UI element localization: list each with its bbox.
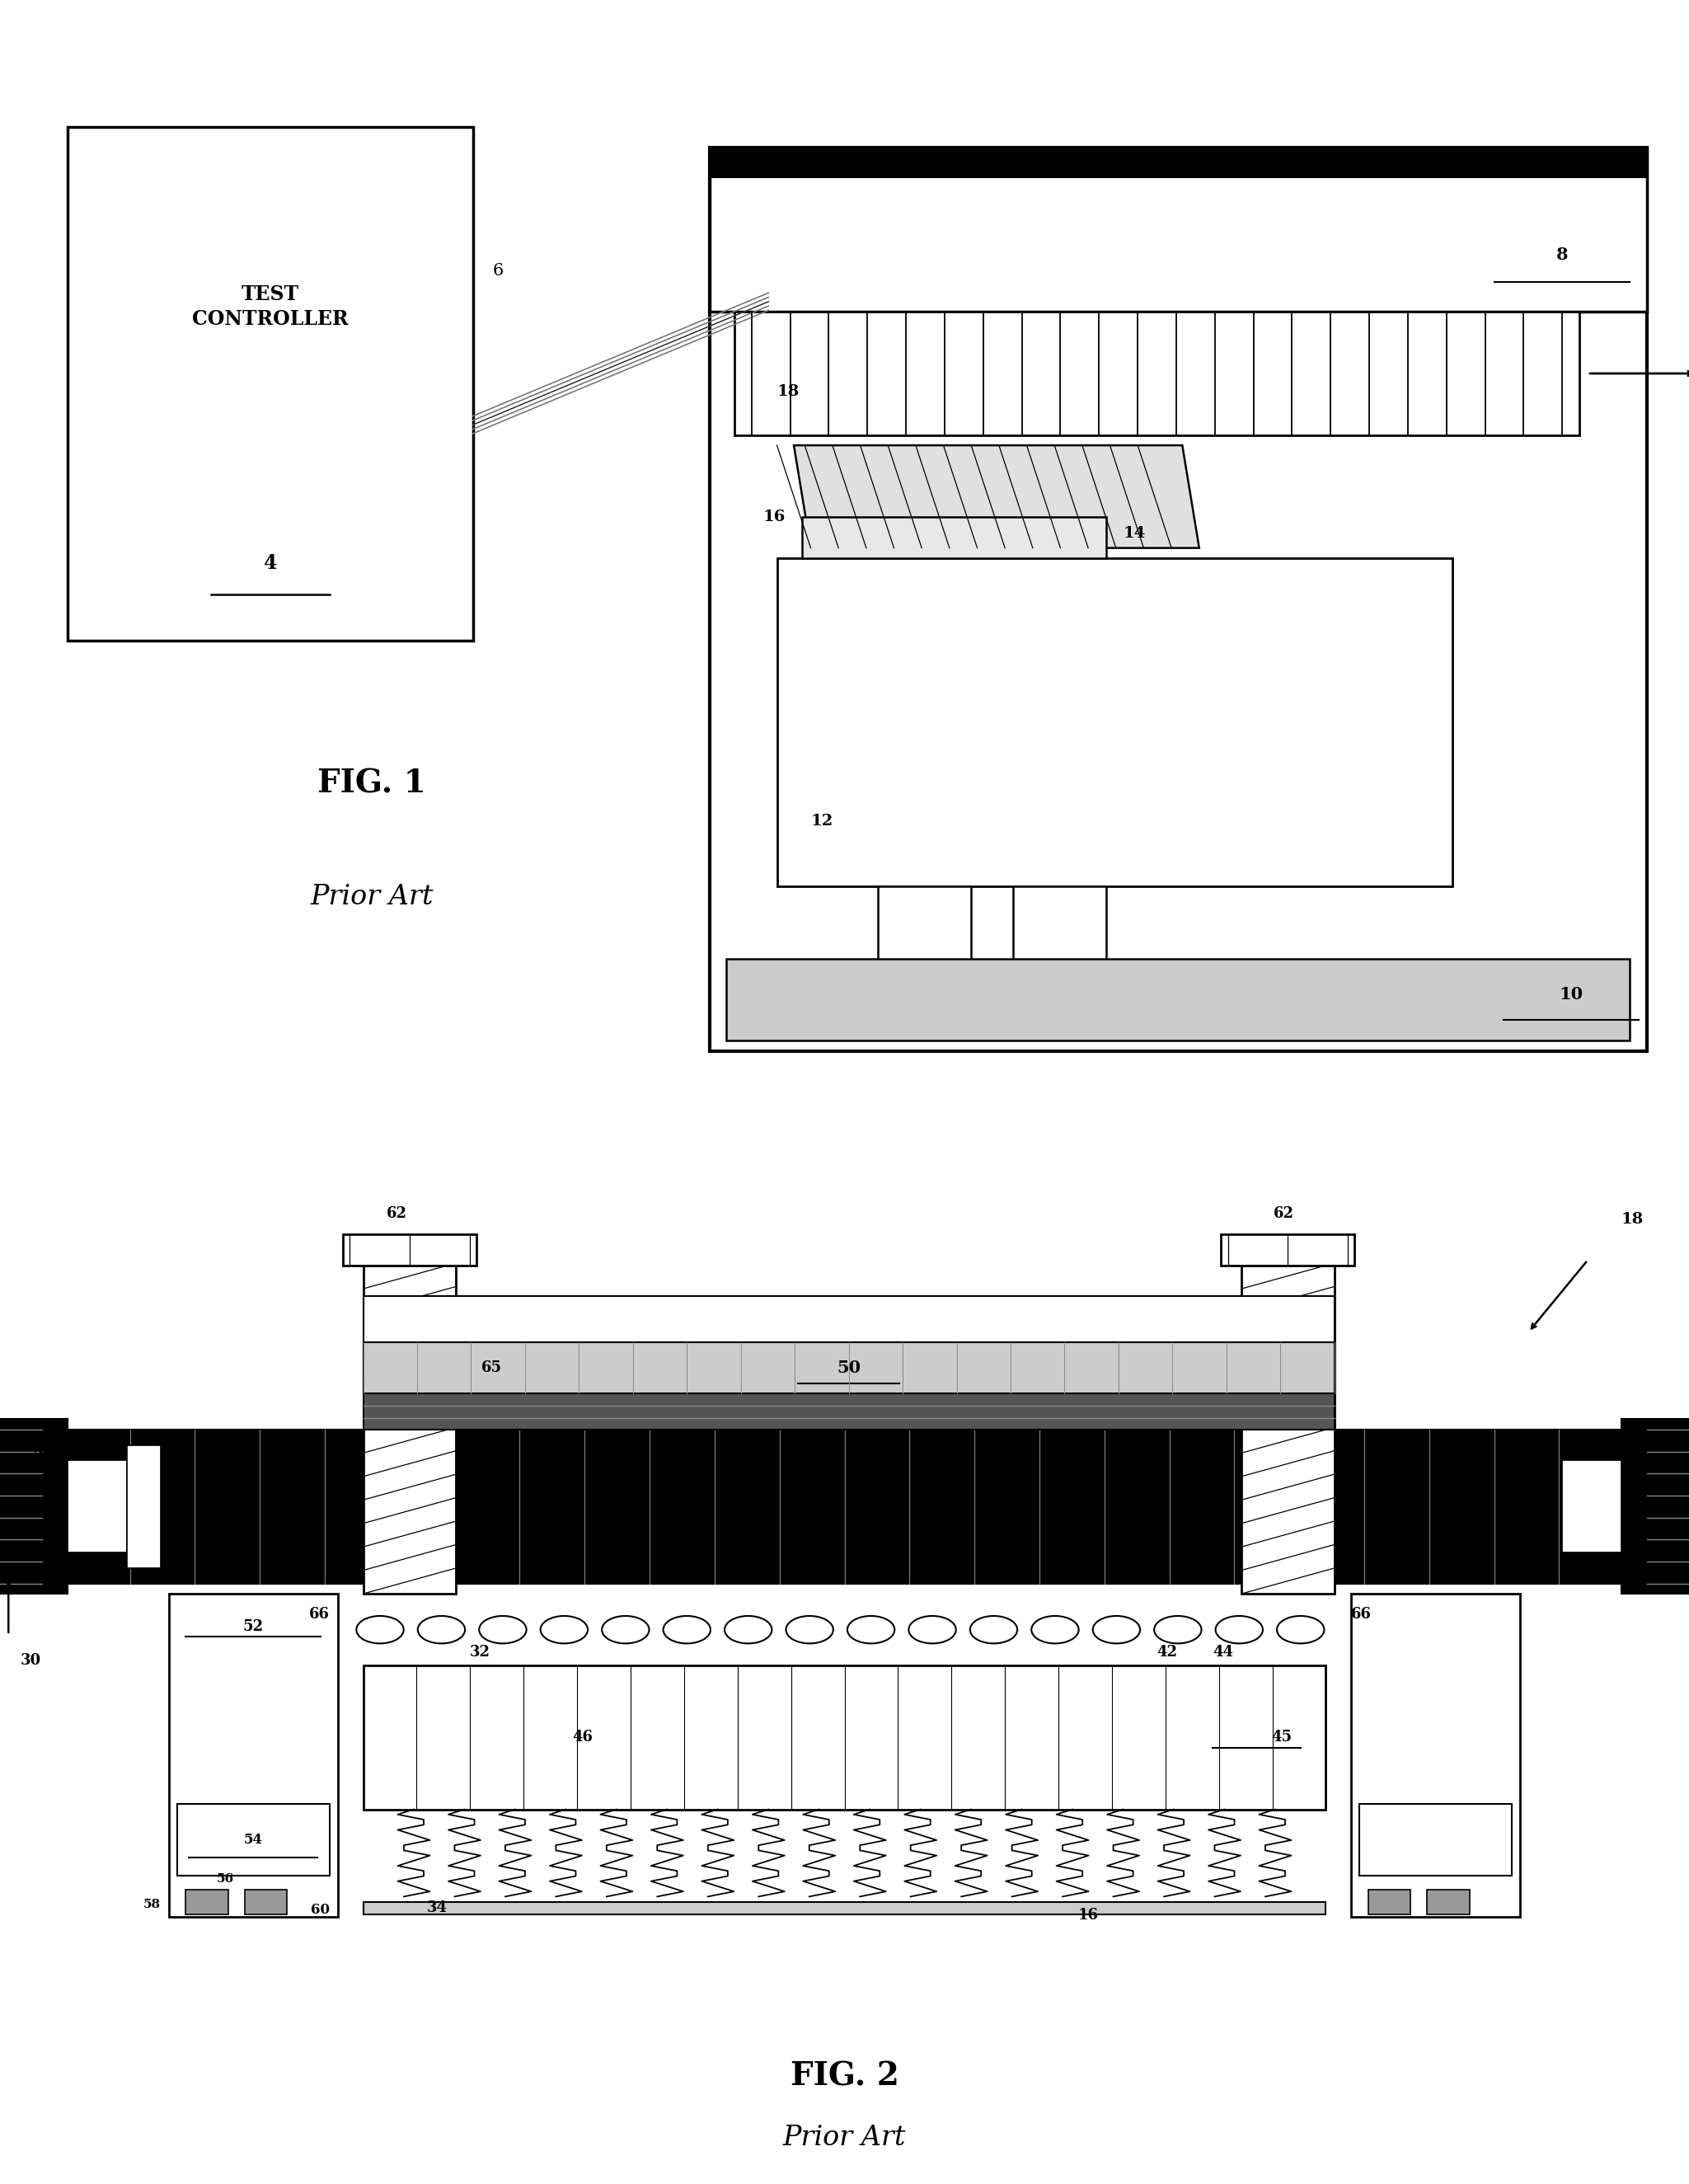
Polygon shape [363, 1666, 1326, 1808]
Polygon shape [127, 1446, 160, 1568]
Text: 66: 66 [1351, 1607, 1371, 1623]
Text: 40: 40 [287, 1441, 307, 1457]
Polygon shape [1241, 1265, 1334, 1594]
Polygon shape [1360, 1804, 1512, 1876]
Polygon shape [780, 286, 802, 317]
Text: 62: 62 [1274, 1206, 1294, 1221]
Text: FIG. 1: FIG. 1 [318, 769, 426, 799]
Text: 62: 62 [387, 1206, 407, 1221]
Text: 32: 32 [470, 1645, 490, 1660]
Polygon shape [363, 1393, 1334, 1431]
Text: 8: 8 [1556, 247, 1569, 262]
Ellipse shape [1093, 1616, 1140, 1642]
Polygon shape [363, 1343, 1334, 1393]
Text: TEST
CONTROLLER: TEST CONTROLLER [193, 284, 348, 330]
Text: 59: 59 [166, 1441, 186, 1457]
Text: 65: 65 [481, 1361, 502, 1376]
Text: 46: 46 [573, 1730, 593, 1745]
Text: Prior Art: Prior Art [311, 885, 432, 911]
Text: 58: 58 [144, 1900, 160, 1911]
Ellipse shape [969, 1616, 1017, 1642]
Polygon shape [68, 127, 473, 640]
Polygon shape [363, 1265, 456, 1594]
Polygon shape [794, 446, 1199, 548]
Text: 10: 10 [1559, 987, 1583, 1002]
Polygon shape [709, 149, 1647, 177]
Polygon shape [363, 1295, 1334, 1343]
Text: 16: 16 [1078, 1907, 1098, 1922]
Text: 18: 18 [777, 384, 799, 400]
Polygon shape [1013, 887, 1106, 1020]
Text: 4: 4 [263, 553, 277, 572]
Text: 24: 24 [34, 1450, 54, 1465]
Ellipse shape [356, 1616, 404, 1642]
Text: 44: 44 [1213, 1645, 1233, 1660]
Text: 6: 6 [493, 262, 503, 280]
Polygon shape [802, 518, 1106, 559]
Polygon shape [0, 1431, 1689, 1583]
Text: 45: 45 [1272, 1730, 1292, 1745]
Ellipse shape [1277, 1616, 1324, 1642]
Ellipse shape [909, 1616, 956, 1642]
Ellipse shape [601, 1616, 649, 1642]
Polygon shape [878, 887, 971, 1020]
Text: 66: 66 [309, 1607, 329, 1623]
Text: 14: 14 [1123, 526, 1145, 542]
Polygon shape [177, 1804, 329, 1876]
Text: 18: 18 [1621, 1212, 1643, 1227]
Text: 50: 50 [836, 1361, 861, 1376]
Polygon shape [1368, 1889, 1410, 1913]
Ellipse shape [664, 1616, 711, 1642]
Polygon shape [1427, 1889, 1469, 1913]
Ellipse shape [1154, 1616, 1201, 1642]
Text: 12: 12 [811, 815, 833, 828]
Ellipse shape [785, 1616, 833, 1642]
Text: FIG. 2: FIG. 2 [790, 2060, 899, 2092]
Polygon shape [1351, 1594, 1520, 1918]
Text: 16: 16 [763, 509, 785, 524]
Text: 30: 30 [20, 1653, 41, 1669]
Ellipse shape [1216, 1616, 1263, 1642]
Ellipse shape [848, 1616, 895, 1642]
Polygon shape [343, 1234, 476, 1265]
Text: 42: 42 [1157, 1645, 1177, 1660]
Text: 60: 60 [311, 1902, 329, 1918]
Text: 54: 54 [243, 1832, 263, 1848]
Polygon shape [245, 1889, 287, 1913]
Polygon shape [1221, 1234, 1355, 1265]
Polygon shape [777, 559, 1453, 887]
Ellipse shape [417, 1616, 464, 1642]
Polygon shape [186, 1889, 228, 1913]
Text: Prior Art: Prior Art [784, 2125, 905, 2151]
Text: 34: 34 [427, 1900, 448, 1915]
Polygon shape [68, 1461, 127, 1553]
Ellipse shape [725, 1616, 772, 1642]
Polygon shape [709, 149, 1647, 1051]
Ellipse shape [1032, 1616, 1079, 1642]
Text: 56: 56 [216, 1874, 233, 1885]
Polygon shape [169, 1594, 338, 1918]
Text: 52: 52 [243, 1621, 263, 1634]
Polygon shape [1621, 1420, 1689, 1594]
Polygon shape [735, 312, 1579, 435]
Polygon shape [0, 1420, 68, 1594]
Polygon shape [363, 1902, 1326, 1913]
Ellipse shape [480, 1616, 527, 1642]
Polygon shape [709, 149, 1647, 312]
Ellipse shape [540, 1616, 588, 1642]
Polygon shape [1562, 1461, 1621, 1553]
Polygon shape [726, 959, 1630, 1042]
